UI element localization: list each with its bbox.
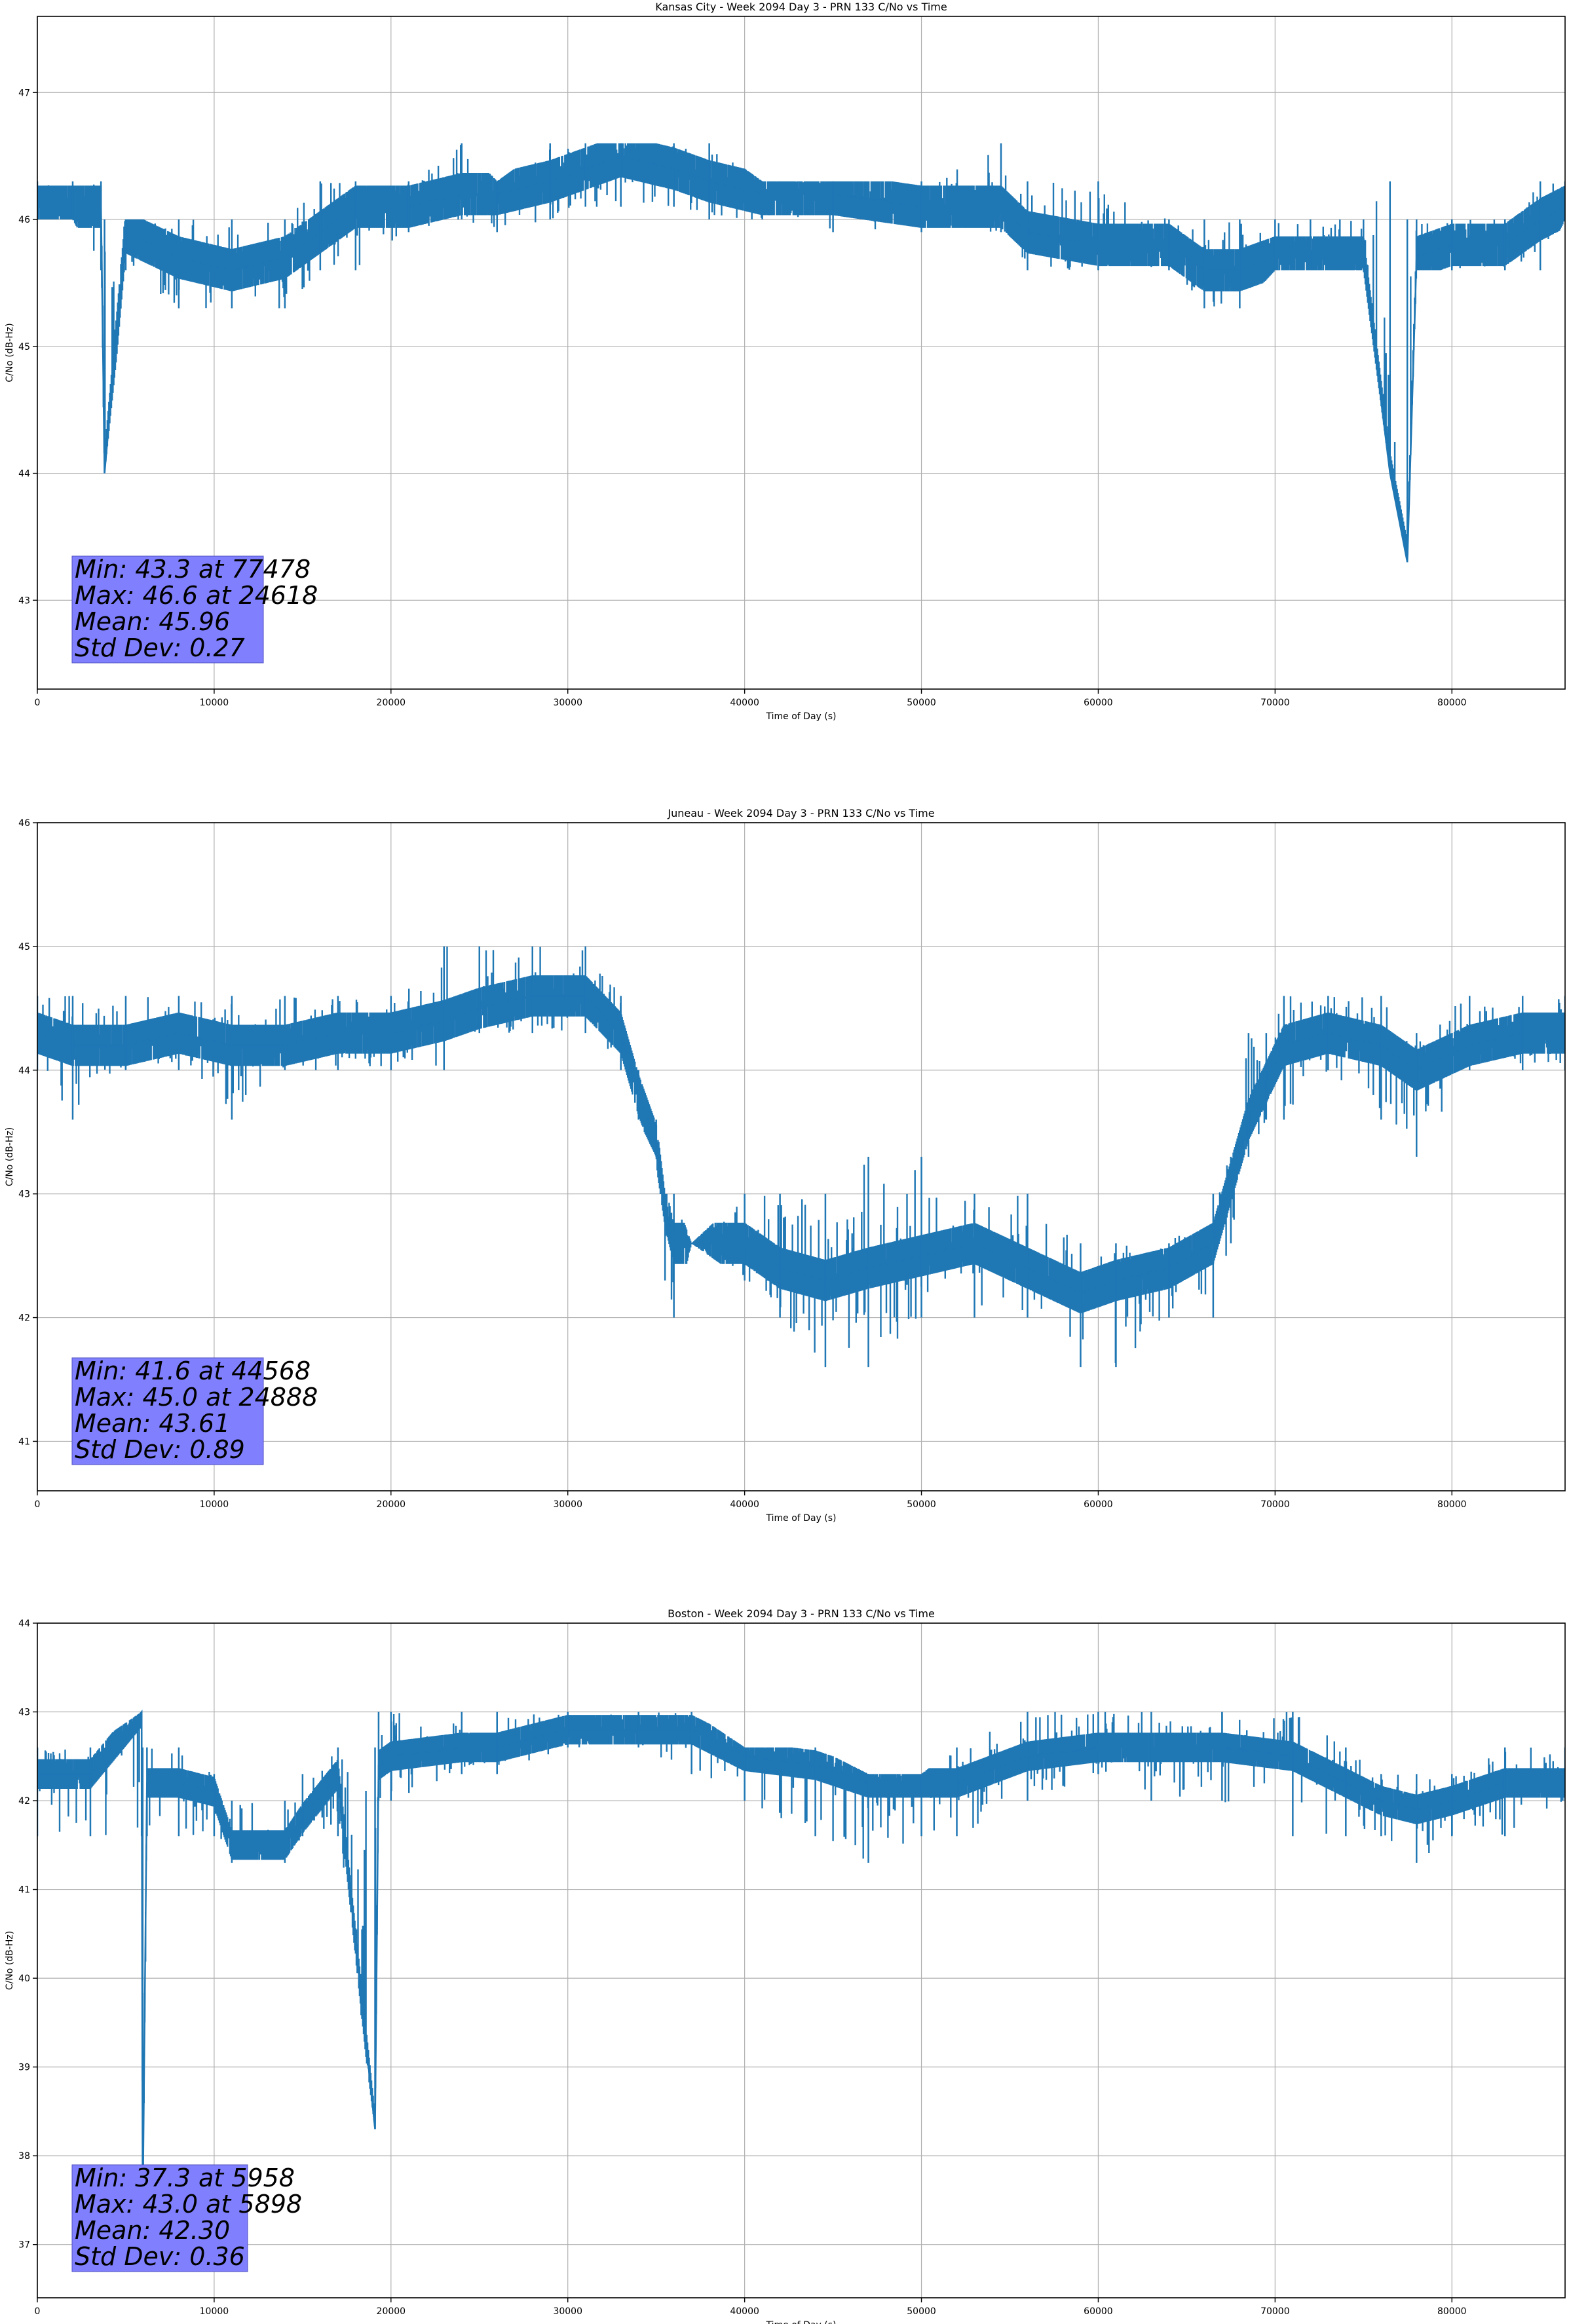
axes-frame <box>37 822 1566 1491</box>
x-tick-label: 10000 <box>200 1499 229 1510</box>
x-tick-label: 60000 <box>1084 698 1113 708</box>
x-tick-label: 80000 <box>1437 698 1467 708</box>
stats-line: Max: 46.6 at 24618 <box>75 581 318 610</box>
y-tick-label: 43 <box>18 1708 30 1718</box>
stats-line: Std Dev: 0.27 <box>75 633 245 662</box>
chart-title: Kansas City - Week 2094 Day 3 - PRN 133 … <box>655 1 947 13</box>
x-tick-label: 70000 <box>1260 2306 1290 2317</box>
y-tick-label: 44 <box>18 1066 30 1076</box>
stats-box <box>71 555 264 664</box>
chart-panel-1: 0 10000 20000 30000 40000 50000 60000 70000 8000… <box>5 807 1566 1524</box>
y-tick-label: 43 <box>18 595 30 606</box>
x-tick-label: 0 <box>35 698 41 708</box>
stats-line: Max: 43.0 at 5898 <box>75 2190 302 2219</box>
data-trace <box>37 143 1565 563</box>
stats-box <box>71 1357 264 1465</box>
y-tick-label: 41 <box>18 1436 30 1447</box>
plot-area <box>37 1623 1565 2298</box>
data-trace <box>37 946 1565 1368</box>
data-trace <box>37 1710 1565 2219</box>
x-tick-label: 30000 <box>553 698 582 708</box>
chart-panel-2: 0 10000 20000 30000 40000 50000 60000 70000 8000… <box>5 1607 1566 2324</box>
axes-frame <box>37 1622 1566 2298</box>
y-tick-label: 45 <box>18 342 30 352</box>
x-tick-label: 40000 <box>730 698 759 708</box>
y-tick-label: 38 <box>18 2151 30 2162</box>
x-tick-label: 70000 <box>1260 698 1290 708</box>
x-tick-label: 10000 <box>200 698 229 708</box>
stats-line: Min: 37.3 at 5958 <box>75 2164 295 2192</box>
x-tick-label: 10000 <box>200 2306 229 2317</box>
x-axis-label: Time of Day (s) <box>766 2320 837 2324</box>
plot-area <box>37 16 1565 689</box>
y-axis-label: C/No (dB-Hz) <box>5 1127 15 1186</box>
x-tick-label: 40000 <box>730 1499 759 1510</box>
y-tick-label: 44 <box>18 1619 30 1629</box>
stats-box <box>71 2164 248 2272</box>
x-tick-label: 0 <box>35 1499 41 1510</box>
x-axis-label: Time of Day (s) <box>766 711 837 722</box>
x-tick-label: 0 <box>35 2306 41 2317</box>
y-tick-label: 41 <box>18 1885 30 1896</box>
stats-line: Mean: 45.96 <box>75 607 230 636</box>
x-tick-label: 40000 <box>730 2306 759 2317</box>
x-axis-label: Time of Day (s) <box>766 1513 837 1524</box>
x-tick-label: 50000 <box>907 2306 936 2317</box>
y-tick-label: 40 <box>18 1974 30 1984</box>
stats-line: Min: 43.3 at 77478 <box>75 555 311 584</box>
y-tick-label: 44 <box>18 469 30 479</box>
x-tick-label: 20000 <box>377 2306 406 2317</box>
x-tick-label: 60000 <box>1084 2306 1113 2317</box>
y-axis-label: C/No (dB-Hz) <box>5 323 15 382</box>
y-tick-label: 46 <box>18 215 30 225</box>
y-tick-label: 37 <box>18 2240 30 2251</box>
stats-line: Std Dev: 0.89 <box>75 1435 245 1464</box>
chart-title: Boston - Week 2094 Day 3 - PRN 133 C/No … <box>668 1607 935 1620</box>
x-tick-label: 70000 <box>1260 1499 1290 1510</box>
y-tick-label: 43 <box>18 1190 30 1200</box>
y-tick-label: 39 <box>18 2063 30 2073</box>
stats-line: Mean: 42.30 <box>75 2216 230 2245</box>
stats-line: Max: 45.0 at 24888 <box>75 1383 318 1412</box>
chart-panel-0: 0 10000 20000 30000 40000 50000 60000 70000 8000… <box>5 1 1566 722</box>
x-tick-label: 60000 <box>1084 1499 1113 1510</box>
x-tick-label: 50000 <box>907 698 936 708</box>
x-tick-label: 30000 <box>553 2306 582 2317</box>
stats-line: Min: 41.6 at 44568 <box>75 1357 311 1385</box>
x-tick-label: 20000 <box>377 698 406 708</box>
chart-title: Juneau - Week 2094 Day 3 - PRN 133 C/No … <box>667 807 934 819</box>
y-tick-label: 45 <box>18 942 30 952</box>
x-tick-label: 80000 <box>1437 2306 1467 2317</box>
x-tick-label: 80000 <box>1437 1499 1467 1510</box>
x-tick-label: 20000 <box>377 1499 406 1510</box>
x-tick-label: 50000 <box>907 1499 936 1510</box>
y-tick-label: 42 <box>18 1313 30 1324</box>
plot-area <box>37 823 1565 1491</box>
y-axis-label: C/No (dB-Hz) <box>5 1931 15 1990</box>
x-tick-label: 30000 <box>553 1499 582 1510</box>
stats-line: Std Dev: 0.36 <box>75 2242 245 2271</box>
y-tick-label: 42 <box>18 1796 30 1807</box>
stats-line: Mean: 43.61 <box>75 1409 230 1438</box>
y-tick-label: 47 <box>18 88 30 98</box>
y-tick-label: 46 <box>18 818 30 829</box>
axes-frame <box>37 16 1566 690</box>
